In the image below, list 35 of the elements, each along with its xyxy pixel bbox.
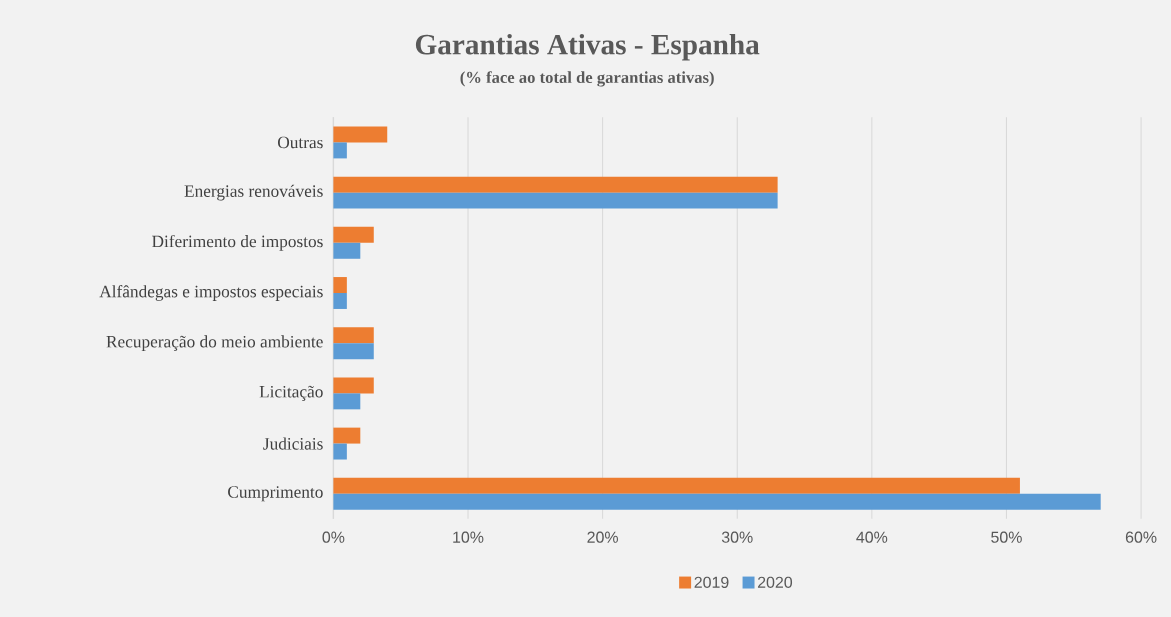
legend-label: 2020 (757, 576, 793, 588)
y-tick-label: Energias renováveis (184, 184, 323, 201)
y-tick-label: Alfândegas e impostos especiais (99, 284, 323, 301)
bar (333, 343, 374, 360)
x-tick-label: 60% (1125, 531, 1157, 543)
bar (333, 276, 347, 293)
y-tick-label: Cumprimento (228, 486, 323, 502)
bar (333, 427, 361, 444)
x-tick-label: 30% (721, 531, 753, 543)
chart-title: Garantias Ativas - Espanha (415, 33, 760, 61)
bar (333, 192, 778, 209)
bar (333, 377, 374, 394)
legend-label: 2019 (694, 576, 729, 588)
y-tick-label: Judiciais (263, 437, 323, 450)
bar (333, 142, 347, 159)
x-tick-label: 50% (991, 531, 1022, 543)
bar (333, 493, 1101, 510)
bar (333, 226, 374, 243)
bar (333, 393, 361, 410)
x-tick-label: 0% (322, 531, 345, 543)
x-tick-label: 20% (587, 531, 619, 543)
x-tick-label: 40% (856, 531, 888, 543)
y-tick-label: Diferimento de impostos (152, 234, 323, 251)
bar (333, 292, 347, 309)
chart-subtitle: (% face ao total de garantias ativas) (460, 71, 714, 87)
bar (333, 327, 374, 344)
bar (333, 242, 361, 259)
bar (333, 126, 388, 143)
bar (333, 443, 347, 460)
y-tick-label: Recuperação do meio ambiente (106, 335, 323, 351)
x-tick-label: 10% (453, 531, 484, 543)
bar (333, 176, 778, 193)
y-tick-label: Outras (278, 136, 323, 149)
y-tick-label: Licitação (259, 385, 323, 401)
bar (333, 477, 1020, 494)
